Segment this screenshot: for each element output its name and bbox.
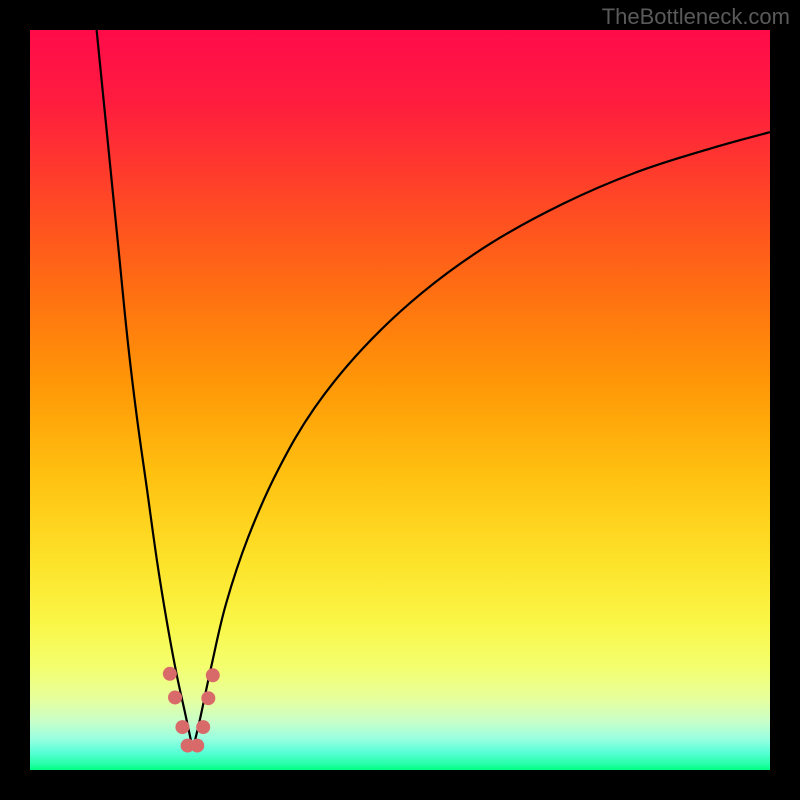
bottleneck-chart: TheBottleneck.com xyxy=(0,0,800,800)
data-marker xyxy=(196,720,210,734)
data-marker xyxy=(190,739,204,753)
data-marker xyxy=(168,690,182,704)
chart-svg xyxy=(0,0,800,800)
data-marker xyxy=(163,667,177,681)
data-marker xyxy=(201,691,215,705)
data-marker xyxy=(206,668,220,682)
watermark-text: TheBottleneck.com xyxy=(602,4,790,30)
data-marker xyxy=(175,720,189,734)
chart-background xyxy=(30,30,770,770)
